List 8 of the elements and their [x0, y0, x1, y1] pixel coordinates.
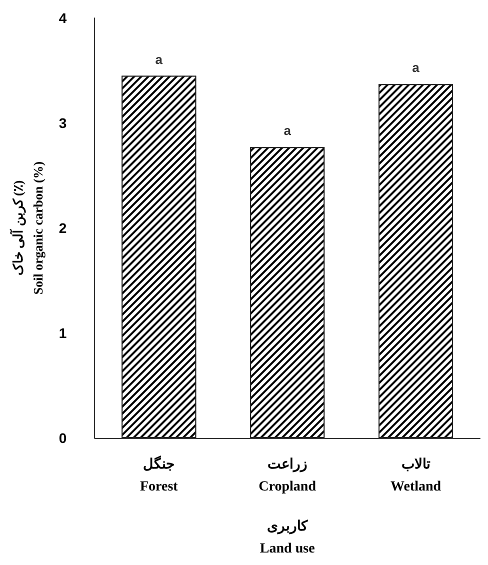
annotation: a [284, 123, 292, 138]
annotation: a [155, 52, 164, 67]
y-tick-label: 2 [58, 220, 67, 236]
y-tick-label: 3 [58, 115, 67, 131]
annotation: a [412, 60, 420, 76]
y-tick-label: 4 [58, 10, 67, 26]
y-tick-label: 0 [58, 430, 67, 446]
y-tick-label: 1 [58, 325, 67, 341]
